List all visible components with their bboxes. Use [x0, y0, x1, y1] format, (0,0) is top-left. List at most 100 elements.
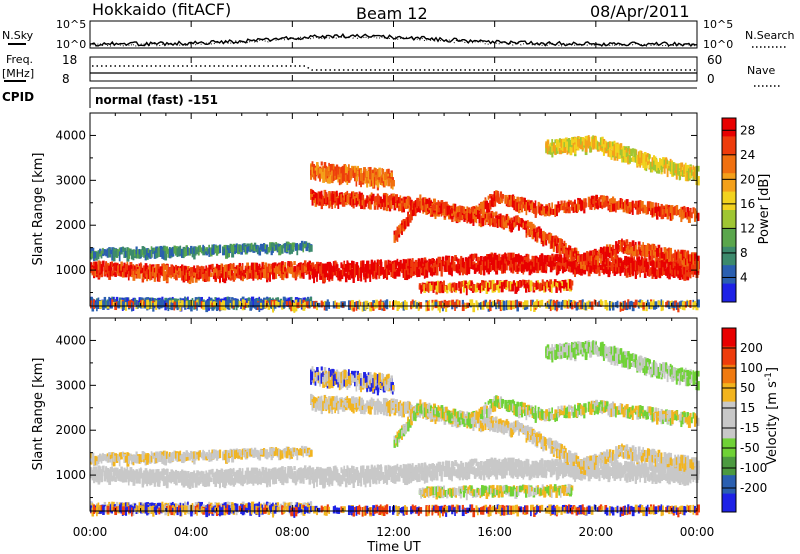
- power-cell: [656, 248, 660, 257]
- power-cell: [147, 301, 150, 309]
- power-cell: [578, 138, 582, 148]
- power-cell: [514, 220, 517, 227]
- power-cell: [448, 205, 451, 215]
- power-cell: [178, 271, 181, 276]
- power-cell: [311, 161, 314, 167]
- power-cell: [672, 253, 676, 259]
- nave-tick-bottom: 0: [707, 72, 715, 86]
- power-cell: [543, 281, 545, 287]
- beam-title: Beam 12: [356, 4, 428, 23]
- power-cell: [549, 208, 552, 215]
- power-cell: [360, 173, 363, 181]
- power-cell: [369, 175, 373, 180]
- power-cell: [261, 272, 264, 278]
- power-cell: [584, 255, 587, 261]
- power-cell: [346, 269, 349, 278]
- power-cell: [491, 279, 495, 289]
- power-cell: [393, 199, 397, 208]
- power-cell: [267, 298, 270, 307]
- power-cell: [692, 262, 695, 271]
- cpid-text: normal (fast) -151: [95, 93, 218, 107]
- power-cell: [325, 192, 327, 203]
- power-cell: [439, 265, 441, 272]
- power-cell: [566, 250, 569, 260]
- power-cell: [443, 208, 446, 217]
- power-cell: [273, 266, 277, 273]
- power-cell: [662, 258, 664, 264]
- power-cell: [683, 249, 686, 257]
- power-cell: [495, 195, 499, 202]
- power-cell: [473, 253, 477, 258]
- power-cell: [455, 283, 458, 291]
- power-cell: [235, 299, 238, 307]
- power-cell: [457, 212, 460, 217]
- power-cell: [308, 271, 312, 280]
- power-cell: [646, 263, 650, 270]
- power-cell: [449, 262, 453, 270]
- power-cell: [126, 247, 129, 255]
- power-cell: [264, 264, 267, 273]
- power-cell: [651, 243, 655, 254]
- power-cell: [479, 215, 483, 224]
- power-cell: [341, 268, 345, 276]
- power-cell: [361, 173, 365, 183]
- power-cell: [258, 302, 261, 312]
- power-cell: [176, 298, 180, 305]
- power-cell: [410, 199, 413, 206]
- power-cell: [643, 245, 647, 252]
- power-cell: [483, 266, 486, 271]
- power-cell: [203, 269, 207, 279]
- power-cell: [574, 137, 576, 143]
- power-cell: [598, 262, 601, 268]
- power-cell: [346, 260, 349, 267]
- power-cell: [376, 266, 380, 272]
- power-cell: [442, 203, 445, 214]
- power-cell: [441, 281, 444, 287]
- power-cell: [646, 270, 649, 276]
- power-cell: [168, 249, 172, 259]
- power-cell: [571, 137, 574, 146]
- power-cell: [390, 194, 393, 202]
- power-cell: [612, 201, 615, 206]
- power-cell: [170, 297, 173, 302]
- power-cell: [578, 204, 581, 210]
- power-cell: [334, 192, 338, 202]
- power-cell: [678, 163, 682, 169]
- power-cell: [613, 266, 616, 276]
- power-cell: [677, 209, 680, 216]
- power-cell: [639, 259, 643, 267]
- power-cell: [373, 270, 376, 279]
- power-cell: [675, 169, 678, 180]
- power-cell: [639, 160, 642, 168]
- power-cell: [253, 269, 257, 279]
- power-cell: [452, 282, 454, 288]
- power-cell: [586, 263, 590, 272]
- power-cell: [571, 202, 574, 211]
- power-cell: [496, 221, 499, 229]
- power-cell: [96, 264, 98, 274]
- power-cell: [138, 248, 141, 255]
- power-cell: [464, 264, 468, 275]
- power-cell: [656, 270, 659, 276]
- power-cell: [461, 266, 464, 276]
- power-cell: [531, 201, 534, 211]
- power-cell: [253, 242, 257, 248]
- nave-label: Nave: [747, 64, 775, 77]
- power-cell: [669, 248, 672, 256]
- power-cell: [577, 265, 580, 275]
- power-cell: [547, 281, 550, 288]
- power-cell: [666, 164, 670, 169]
- power-cell: [323, 194, 326, 205]
- power-cell: [382, 181, 386, 187]
- power-cell: [637, 256, 641, 266]
- power-cell: [584, 139, 587, 144]
- power-cell: [662, 265, 665, 276]
- power-cell: [572, 201, 575, 208]
- power-cell: [317, 193, 320, 201]
- power-cell: [662, 157, 665, 167]
- power-cell: [323, 169, 327, 180]
- power-cell: [159, 250, 163, 258]
- power-cell: [657, 206, 661, 212]
- power-cell: [111, 270, 114, 277]
- power-cell: [668, 258, 671, 269]
